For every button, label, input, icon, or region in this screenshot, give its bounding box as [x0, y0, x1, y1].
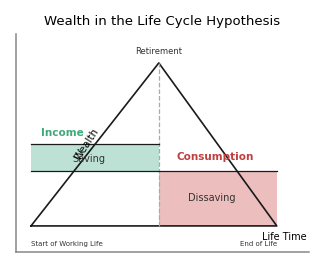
Text: Consumption: Consumption	[176, 152, 254, 162]
Bar	[159, 171, 277, 226]
Text: Start of Working Life: Start of Working Life	[31, 241, 103, 247]
Title: Wealth in the Life Cycle Hypothesis: Wealth in the Life Cycle Hypothesis	[45, 15, 280, 28]
Bar	[31, 144, 159, 171]
Text: Life Time: Life Time	[262, 232, 306, 242]
Text: Dissaving: Dissaving	[188, 193, 236, 203]
Text: Income: Income	[41, 128, 84, 138]
Text: Wealth: Wealth	[73, 127, 101, 162]
Text: Saving: Saving	[72, 154, 105, 164]
Text: Retirement: Retirement	[135, 47, 182, 56]
Text: End of Life: End of Life	[240, 241, 277, 247]
